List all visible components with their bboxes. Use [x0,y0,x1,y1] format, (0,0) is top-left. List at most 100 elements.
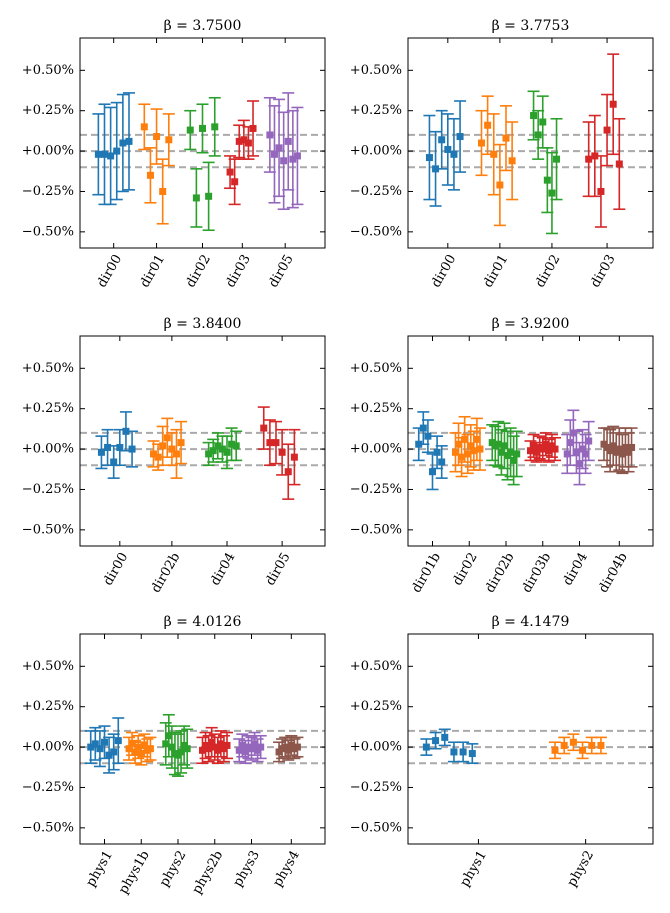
marker [125,745,133,753]
data-point [104,106,117,206]
marker [280,157,288,165]
data-point [429,130,442,207]
panel-beta-3-7500: β = 3.7500 dir00 dir01 dir02 dir03 dir05 −0.5… [22,18,326,290]
marker [527,447,534,455]
x-tick-label: phys2 [157,848,189,889]
marker [582,450,590,458]
y-tick-label: −0.25% [22,780,74,795]
marker [272,439,280,447]
marker [278,448,286,456]
data-point [447,117,460,191]
marker [205,450,213,458]
data-point [470,417,483,462]
marker [96,745,104,753]
marker [205,745,213,753]
marker [539,445,547,453]
y-tick-label: −0.25% [350,482,402,497]
data-point [138,103,151,151]
data-point [622,432,635,473]
marker [87,743,95,751]
marker [563,450,571,458]
marker [214,442,222,450]
data-point [506,121,519,201]
marker [238,741,246,749]
marker [119,139,127,147]
marker [606,447,614,455]
data-point [441,113,454,186]
marker [209,447,217,455]
marker [468,750,476,758]
marker [116,443,124,451]
x-tick-label: dir02b [483,550,518,595]
data-point [208,96,221,157]
data-point [190,168,203,228]
y-tick-label: +0.00% [350,442,402,457]
marker [168,743,176,751]
marker [533,448,541,456]
marker [553,155,561,163]
data-point [567,733,580,752]
marker [551,746,559,754]
marker [579,746,587,754]
data-point [181,728,194,769]
data-point [144,147,157,204]
data-point [230,430,243,462]
marker [146,745,154,753]
data-point [564,419,577,467]
marker [422,743,430,751]
marker [597,187,605,195]
y-tick-label: +0.25% [350,401,402,416]
data-point [495,428,508,476]
data-point [144,736,157,761]
marker [101,738,108,746]
marker [293,743,301,751]
marker [226,168,234,176]
marker [199,124,206,132]
data-point [466,743,479,765]
marker [205,192,213,200]
marker [91,740,99,748]
data-point [613,117,626,211]
x-tick-label: phys1b [116,848,153,896]
marker [609,442,617,450]
marker [105,751,113,759]
marker [214,746,222,754]
data-point [435,445,448,479]
x-tick-label: dir03 [588,252,619,290]
data-point [549,741,561,760]
data-point [457,741,470,763]
marker [163,434,171,442]
x-tick-label: dir02 [450,550,481,588]
x-tick-label: dir02b [149,550,184,595]
data-point [184,109,197,151]
marker [591,152,599,160]
data-point [156,158,169,225]
data-point [276,428,289,476]
marker [628,443,636,451]
marker [551,445,559,453]
y-tick-label: −0.25% [350,184,402,199]
marker [150,450,157,458]
marker [502,134,510,142]
marker [208,738,216,746]
marker [500,442,508,450]
data-point [282,443,295,500]
marker [284,468,292,476]
marker [548,189,556,197]
marker [162,740,170,748]
x-tick-label: dir04b [596,550,631,595]
marker [128,445,136,453]
marker [510,456,518,464]
data-point [594,736,607,755]
marker [228,440,236,448]
x-tick-label: phys4 [270,848,302,889]
x-tick-label: dir02 [183,252,214,290]
axes-frame [79,633,326,845]
y-tick-label: −0.50% [350,224,402,239]
axes-frame [79,335,326,547]
marker [476,445,484,453]
data-point [95,435,108,470]
marker [290,453,298,461]
data-point [126,430,139,468]
marker [438,136,446,144]
